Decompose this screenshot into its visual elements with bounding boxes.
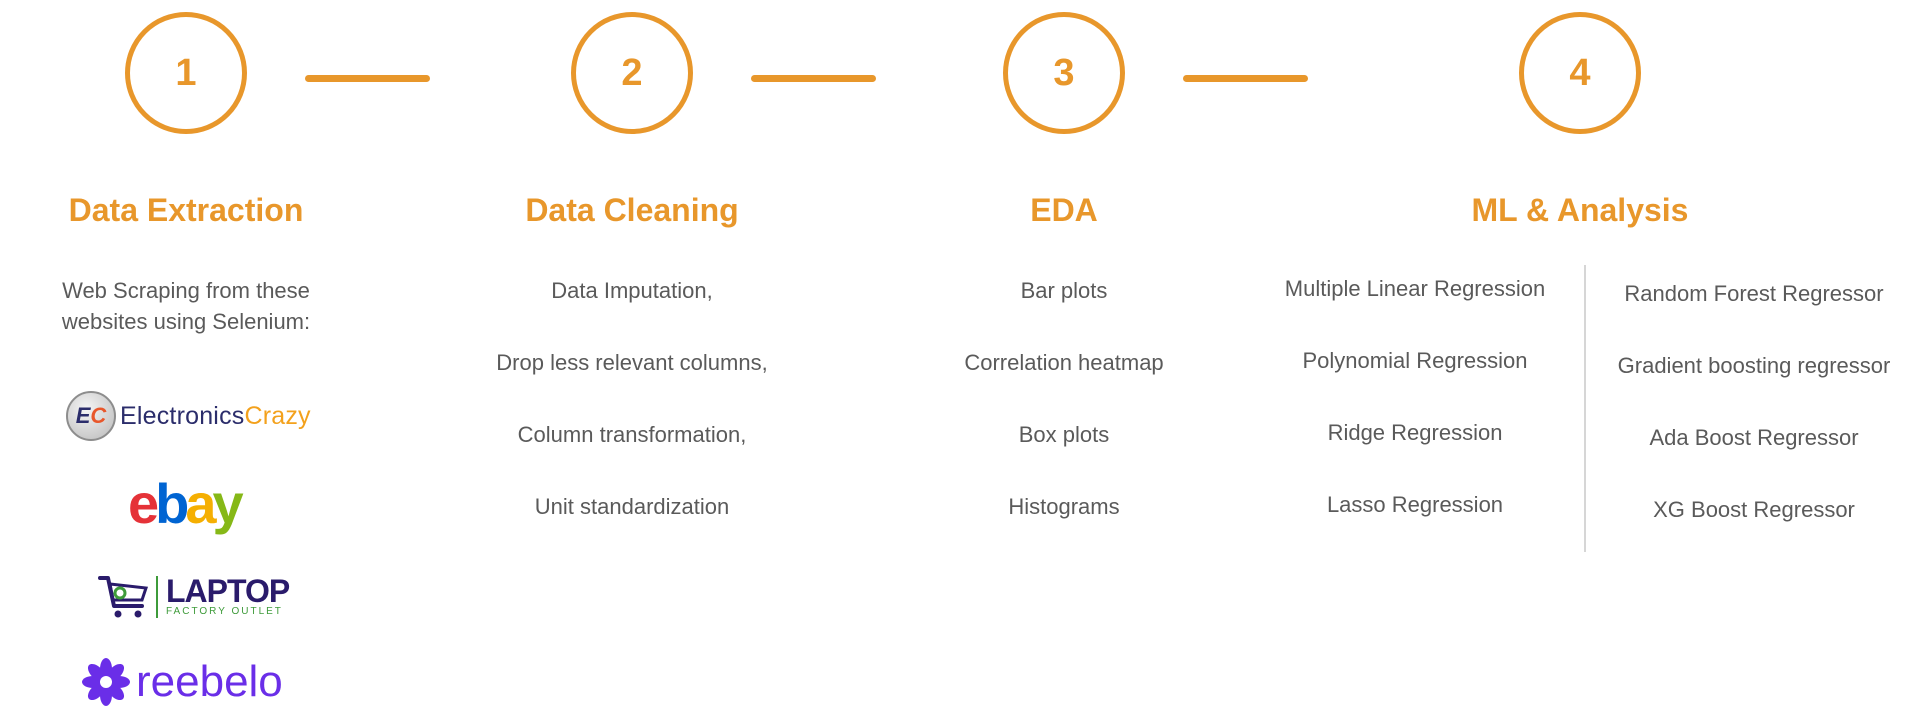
step-2-title: Data Cleaning (525, 192, 739, 228)
ml-right-item: XG Boost Regressor (1653, 497, 1855, 522)
electronics-crazy-wordmark: ElectronicsCrazy (120, 401, 311, 430)
extraction-intro: Web Scraping from these websites using S… (61, 278, 311, 334)
laptop-factory-outlet-logo: LAPTOP FACTORY OUTLET (98, 573, 290, 620)
connector-2-3 (751, 75, 876, 82)
cleaning-item: Data Imputation, (551, 278, 713, 303)
ml-left-item: Multiple Linear Regression (1284, 276, 1546, 301)
ml-left-item: Lasso Regression (1326, 492, 1504, 517)
connector-1-2 (305, 75, 430, 82)
ebay-letter-e: e (128, 472, 159, 535)
step-3-circle: 3 (1003, 12, 1125, 134)
step-1-circle: 1 (125, 12, 247, 134)
eda-item: Correlation heatmap (964, 350, 1164, 375)
cleaning-item: Column transformation, (517, 422, 747, 447)
ml-left-item: Polynomial Regression (1302, 348, 1528, 373)
ml-left-item: Ridge Regression (1327, 420, 1503, 445)
eda-item: Box plots (1018, 422, 1110, 447)
step-4-circle: 4 (1519, 12, 1641, 134)
ebay-letter-a: a (185, 472, 216, 535)
reebelo-logo: reebelo (82, 658, 283, 706)
ebay-letter-b: b (155, 472, 189, 535)
ebay-letter-y: y (212, 472, 244, 535)
ml-right-item: Random Forest Regressor (1624, 281, 1884, 306)
cleaning-item: Drop less relevant columns, (496, 350, 768, 375)
cleaning-item: Unit standardization (534, 494, 730, 519)
step-4-title: ML & Analysis (1471, 192, 1689, 228)
ml-column-divider (1584, 265, 1586, 552)
eda-item: Bar plots (1020, 278, 1108, 303)
reebelo-flower-icon (82, 658, 130, 706)
ml-right-item: Ada Boost Regressor (1649, 425, 1859, 450)
step-3-title: EDA (1030, 192, 1098, 228)
shopping-cart-icon (98, 576, 149, 618)
step-2-number: 2 (621, 51, 643, 94)
reebelo-wordmark: reebelo (136, 657, 283, 706)
step-2-circle: 2 (571, 12, 693, 134)
step-3-number: 3 (1053, 51, 1075, 94)
step-1-title: Data Extraction (68, 192, 304, 228)
connector-3-4 (1183, 75, 1308, 82)
factory-outlet-wordmark: FACTORY OUTLET (166, 606, 283, 617)
ebay-logo: e b a y (128, 472, 244, 535)
step-4-number: 4 (1569, 51, 1591, 94)
laptop-wordmark: LAPTOP (166, 573, 290, 609)
step-1-number: 1 (175, 51, 197, 94)
eda-item: Histograms (1008, 494, 1120, 519)
ml-right-item: Gradient boosting regressor (1617, 353, 1891, 378)
